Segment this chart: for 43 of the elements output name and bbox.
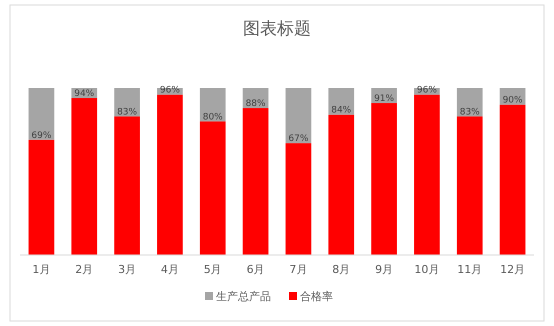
bar bbox=[328, 114, 354, 255]
bar bbox=[456, 116, 483, 255]
x-tick-label: 3月 bbox=[118, 263, 136, 276]
bar bbox=[28, 88, 54, 140]
data-label: 91% bbox=[374, 94, 395, 104]
bar bbox=[286, 143, 312, 255]
x-tick-label: 5月 bbox=[204, 263, 222, 276]
x-tick-label: 6月 bbox=[246, 263, 265, 276]
data-label: 67% bbox=[288, 134, 309, 144]
x-tick-label: 2月 bbox=[75, 263, 94, 276]
legend-label: 合格率 bbox=[300, 290, 333, 303]
bar bbox=[242, 108, 268, 255]
legend-label: 生产总产品 bbox=[216, 290, 271, 303]
data-label: 90% bbox=[502, 96, 524, 106]
bar bbox=[114, 88, 140, 116]
x-tick-label: 8月 bbox=[332, 263, 350, 276]
bar bbox=[371, 103, 397, 255]
data-label: 96% bbox=[160, 86, 180, 96]
data-label: 84% bbox=[331, 106, 352, 116]
data-label: 69% bbox=[31, 130, 52, 141]
data-label: 96% bbox=[416, 86, 438, 96]
bar bbox=[71, 98, 98, 255]
x-tick-label: 7月 bbox=[289, 263, 308, 276]
bar bbox=[28, 140, 54, 255]
bar bbox=[414, 94, 440, 255]
data-label: 80% bbox=[202, 112, 224, 122]
bar bbox=[286, 88, 312, 144]
x-tick-label: 11月 bbox=[457, 263, 482, 276]
data-label: 94% bbox=[74, 89, 95, 100]
data-label: 88% bbox=[246, 99, 266, 110]
x-tick-label: 9月 bbox=[375, 263, 394, 276]
data-label: 83% bbox=[117, 107, 138, 118]
bar bbox=[114, 116, 140, 255]
data-label: 83% bbox=[460, 107, 480, 118]
chart-title: 图表标题 bbox=[243, 19, 311, 39]
bar bbox=[200, 121, 226, 255]
x-tick-label: 4月 bbox=[160, 263, 179, 276]
x-tick-label: 12月 bbox=[500, 263, 526, 276]
x-tick-label: 1月 bbox=[32, 263, 50, 276]
bar bbox=[157, 94, 183, 255]
bar bbox=[200, 88, 226, 122]
bar bbox=[500, 104, 526, 255]
x-tick-label: 10月 bbox=[414, 263, 440, 276]
